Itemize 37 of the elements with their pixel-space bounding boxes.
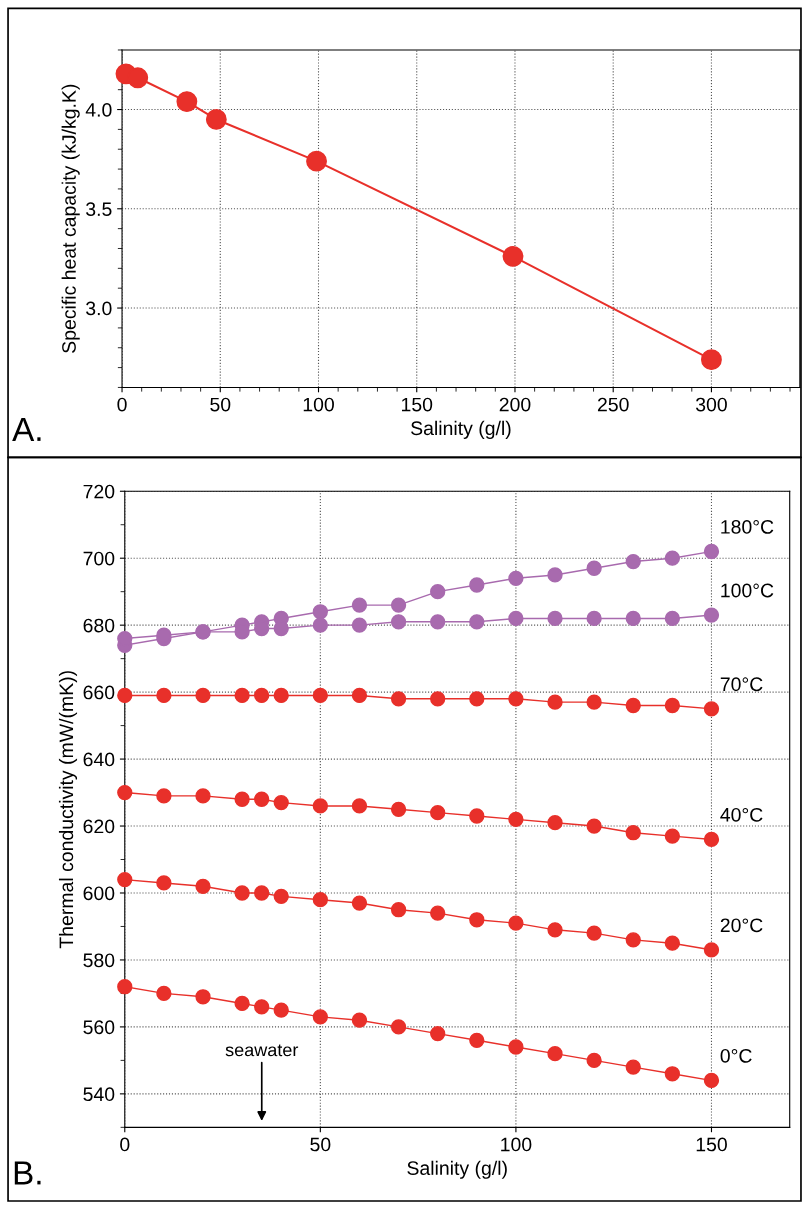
y-axis-title: Specific heat capacity (kJ/kg.K) <box>61 84 80 353</box>
x-tick-label: 100 <box>303 397 334 412</box>
annotation: seawater <box>225 1044 299 1057</box>
x-tick-label: 50 <box>310 1137 331 1152</box>
series-label: 70°C <box>720 677 763 692</box>
x-tick-label: 200 <box>499 397 531 412</box>
x-tick-label: 100 <box>501 1137 532 1152</box>
y-tick-label: 660 <box>83 685 115 700</box>
x-tick-label: 250 <box>597 397 629 412</box>
x-tick-label: 0 <box>117 397 127 412</box>
x-tick-label: 150 <box>696 1137 727 1152</box>
y-tick-label: 640 <box>83 752 115 767</box>
y-axis-title: Thermal conductivity (mW/(mK)) <box>58 671 78 949</box>
x-tick-label: 300 <box>695 397 727 412</box>
y-tick-label: 620 <box>83 819 115 834</box>
y-tick-label: 600 <box>83 886 115 901</box>
text: A. <box>12 417 41 441</box>
y-tick-label: 540 <box>83 1087 115 1102</box>
y-tick-label: 4.0 <box>85 102 112 117</box>
y-tick-label: 680 <box>83 618 115 633</box>
x-axis-title: Salinity (g/l) <box>411 420 511 439</box>
series-label: 0°C <box>720 1048 752 1063</box>
series-label: 100°C <box>721 583 774 598</box>
y-tick-label: 3.5 <box>86 202 112 217</box>
y-tick-label: 560 <box>83 1020 115 1035</box>
x-tick-label: 150 <box>402 397 433 412</box>
series-label: 20°C <box>720 918 763 933</box>
series-label: 40°C <box>720 807 763 822</box>
series-label: 180°C <box>721 520 774 534</box>
x-tick-label: 50 <box>210 397 231 412</box>
x-axis-title: Salinity (g/l) <box>407 1160 507 1179</box>
x-tick-label: 0 <box>120 1137 130 1152</box>
y-tick-label: 700 <box>83 551 115 566</box>
y-tick-label: 580 <box>83 953 115 968</box>
y-tick-label: 720 <box>83 484 115 499</box>
y-tick-label: 3.0 <box>86 301 112 316</box>
text: B. <box>14 1161 41 1185</box>
